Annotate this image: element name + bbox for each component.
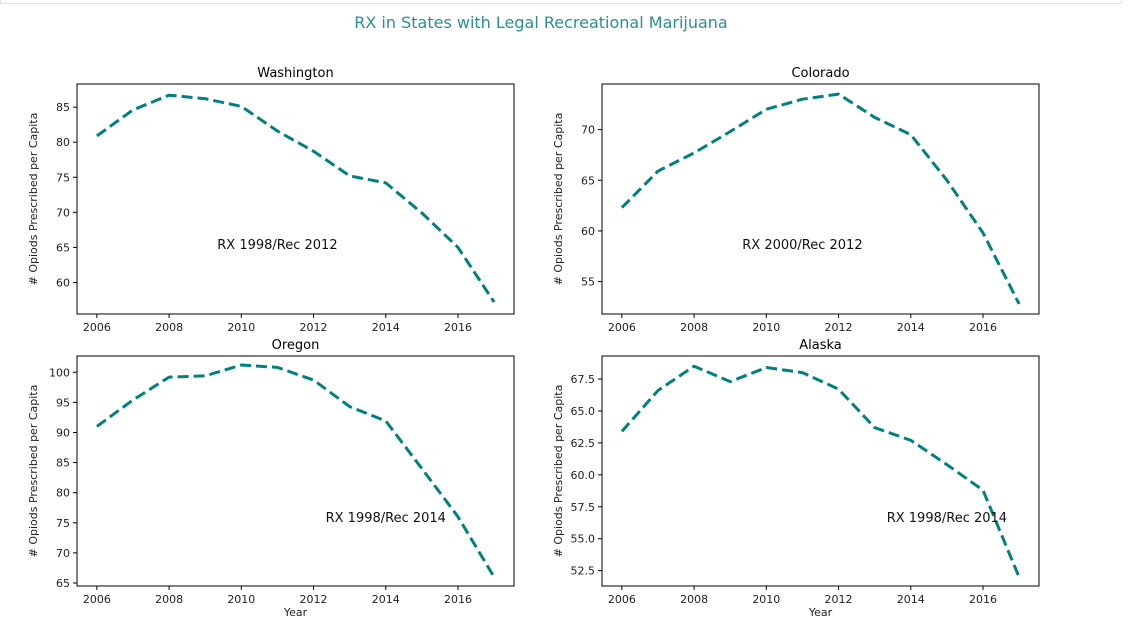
x-tick-label: 2016 (444, 593, 472, 606)
y-tick-label: 85 (56, 457, 70, 470)
y-tick-label: 75 (56, 517, 70, 530)
plot-frame (601, 83, 1040, 315)
x-tick-label: 2006 (608, 321, 636, 334)
subplot-title: Colorado (791, 66, 849, 81)
y-axis-label: # Opiods Prescribed per Capita (552, 385, 565, 558)
y-tick-label: 95 (56, 396, 70, 409)
x-tick-label: 2016 (969, 321, 997, 334)
x-tick-label: 2006 (83, 593, 111, 606)
x-tick-label: 2008 (680, 593, 708, 606)
y-tick-label: 85 (56, 101, 70, 114)
y-tick-label: 57.5 (571, 501, 596, 514)
x-tick-label: 2010 (752, 321, 780, 334)
y-tick-label: 100 (49, 366, 70, 379)
x-tick-label: 2014 (897, 593, 925, 606)
y-tick-label: 70 (56, 206, 70, 219)
chart-annotation: RX 2000/Rec 2012 (742, 238, 862, 253)
x-tick-label: 2016 (444, 321, 472, 334)
x-tick-label: 2008 (155, 593, 183, 606)
y-tick-label: 62.5 (571, 437, 596, 450)
x-tick-label: 2014 (897, 321, 925, 334)
y-tick-label: 70 (581, 124, 595, 137)
x-tick-label: 2012 (825, 321, 853, 334)
y-tick-label: 90 (56, 426, 70, 439)
x-tick-label: 2006 (83, 321, 111, 334)
chart-annotation: RX 1998/Rec 2014 (326, 511, 446, 526)
x-axis-label: Year (808, 606, 833, 619)
notebook-output-border (0, 0, 1122, 4)
x-tick-label: 2012 (825, 593, 853, 606)
subplot-title: Washington (257, 66, 333, 81)
y-tick-label: 65.0 (571, 405, 596, 418)
x-tick-label: 2010 (752, 593, 780, 606)
y-tick-label: 60 (56, 276, 70, 289)
x-tick-label: 2016 (969, 593, 997, 606)
y-tick-label: 65 (581, 174, 595, 187)
x-tick-label: 2008 (155, 321, 183, 334)
y-tick-label: 70 (56, 547, 70, 560)
y-tick-label: 80 (56, 487, 70, 500)
y-tick-label: 52.5 (571, 565, 596, 578)
chart-annotation: RX 1998/Rec 2014 (887, 511, 1007, 526)
series-line (620, 364, 1021, 578)
x-tick-label: 2014 (372, 321, 400, 334)
y-tick-label: 60.0 (571, 469, 596, 482)
y-tick-label: 67.5 (571, 373, 596, 386)
y-tick-label: 55 (581, 276, 595, 289)
series-line (96, 93, 496, 303)
y-tick-label: 65 (56, 241, 70, 254)
x-tick-label: 2010 (227, 321, 255, 334)
y-tick-label: 60 (581, 225, 595, 238)
series-line (620, 92, 1021, 305)
x-tick-label: 2010 (227, 593, 255, 606)
y-tick-label: 75 (56, 171, 70, 184)
x-tick-label: 2014 (372, 593, 400, 606)
plot-frame (76, 355, 515, 587)
x-tick-label: 2012 (300, 321, 328, 334)
y-axis-label: # Opiods Prescribed per Capita (27, 385, 40, 558)
subplot-title: Alaska (799, 338, 842, 353)
figure-title: RX in States with Legal Recreational Mar… (354, 13, 728, 32)
chart-annotation: RX 1998/Rec 2012 (217, 238, 337, 253)
plot-frame (76, 83, 515, 315)
series-line (96, 363, 496, 578)
y-tick-label: 55.0 (571, 533, 596, 546)
y-axis-label: # Opiods Prescribed per Capita (552, 113, 565, 286)
subplot-title: Oregon (272, 338, 320, 353)
x-tick-label: 2012 (300, 593, 328, 606)
y-axis-label: # Opiods Prescribed per Capita (27, 113, 40, 286)
plot-frame (601, 355, 1040, 587)
x-tick-label: 2006 (608, 593, 636, 606)
x-tick-label: 2008 (680, 321, 708, 334)
y-tick-label: 80 (56, 136, 70, 149)
y-tick-label: 65 (56, 577, 70, 590)
x-axis-label: Year (283, 606, 308, 619)
